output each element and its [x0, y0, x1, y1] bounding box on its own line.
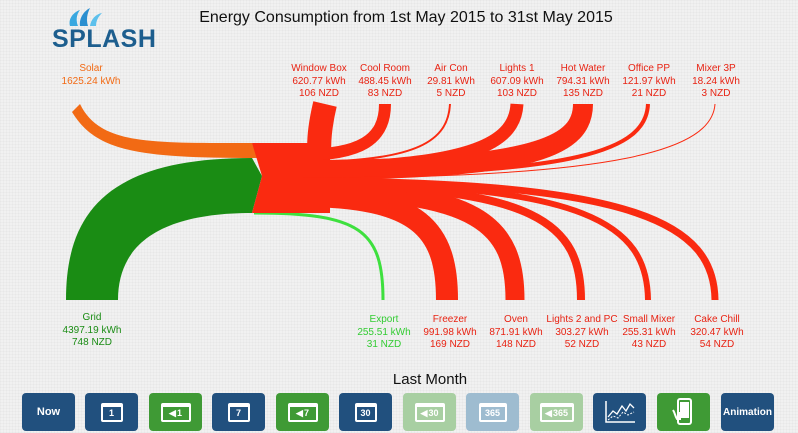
- load-cost: 135 NZD: [562, 88, 603, 99]
- prev-month-button[interactable]: ◀ 30: [403, 393, 456, 431]
- now-button[interactable]: Now: [22, 393, 75, 431]
- load-label-oven: Oven 871.91 kWh 148 NZD: [466, 314, 566, 352]
- load-label-lights1: Lights 1 607.09 kWh 103 NZD: [467, 63, 567, 101]
- calendar-back-icon: ◀ 7: [287, 402, 318, 422]
- calendar-icon: 1: [100, 402, 123, 422]
- day-button[interactable]: 1: [85, 393, 138, 431]
- load-cost: 52 NZD: [564, 339, 600, 350]
- load-energy: 607.09 kWh: [490, 75, 544, 87]
- solar-flow: [72, 104, 258, 158]
- grid-cost: 748 NZD: [71, 337, 112, 348]
- load-label-freezer: Freezer 991.98 kWh 169 NZD: [400, 314, 500, 352]
- load-label-cool-room: Cool Room 488.45 kWh 83 NZD: [335, 63, 435, 101]
- month-button[interactable]: 30: [339, 393, 392, 431]
- animation-button[interactable]: Animation: [721, 393, 774, 431]
- load-name: Mixer 3P: [696, 63, 736, 74]
- load-cost: 106 NZD: [298, 88, 339, 99]
- line-chart-icon: [604, 401, 635, 423]
- animation-button-label: Animation: [723, 406, 772, 418]
- load-name: Lights 1: [499, 63, 535, 74]
- hot-water-flow: [299, 103, 593, 180]
- load-label-hot-water: Hot Water 794.31 kWh 135 NZD: [533, 63, 633, 101]
- load-name: Oven: [504, 314, 528, 325]
- load-cost: 3 NZD: [701, 88, 731, 99]
- export-flow: [253, 211, 385, 301]
- load-name: Office PP: [627, 63, 671, 74]
- now-button-label: Now: [36, 406, 61, 418]
- office-pp-flow: [299, 103, 650, 177]
- load-label-air-con: Air Con 29.81 kWh 5 NZD: [401, 63, 501, 101]
- load-energy: 991.98 kWh: [423, 326, 477, 338]
- solar-name: Solar: [79, 63, 103, 74]
- grid-name: Grid: [82, 312, 102, 323]
- mixer3p-flow: [299, 103, 716, 179]
- load-label-lights2: Lights 2 and PC 303.27 kWh 52 NZD: [532, 314, 632, 352]
- load-cost: 169 NZD: [429, 339, 470, 350]
- load-name: Cool Room: [359, 63, 411, 74]
- export-energy: 255.51 kWh: [357, 326, 411, 338]
- load-cost: 54 NZD: [699, 339, 735, 350]
- load-label-cake-chill: Cake Chill 320.47 kWh 54 NZD: [667, 314, 767, 352]
- mobile-phone-icon: [671, 398, 692, 425]
- grid-energy: 4397.19 kWh: [62, 324, 122, 336]
- load-energy: 320.47 kWh: [690, 326, 744, 338]
- chart-button[interactable]: [593, 393, 646, 431]
- load-energy: 871.91 kWh: [489, 326, 543, 338]
- solar-label: Solar 1625.24 kWh: [41, 63, 141, 88]
- export-label: Export 255.51 kWh 31 NZD: [334, 314, 434, 352]
- load-energy: 255.31 kWh: [622, 326, 676, 338]
- load-cost: 148 NZD: [495, 339, 536, 350]
- period-label: Last Month: [392, 371, 468, 388]
- calendar-back-icon: ◀ 30: [414, 402, 445, 422]
- oven-flow: [299, 180, 525, 301]
- load-cost: 103 NZD: [496, 88, 537, 99]
- load-name: Air Con: [434, 63, 468, 74]
- solar-energy: 1625.24 kWh: [61, 75, 121, 87]
- week-button[interactable]: 7: [212, 393, 265, 431]
- logo-text: SPLASH: [52, 25, 157, 53]
- cool-room-flow: [299, 103, 391, 161]
- grid-label: Grid 4397.19 kWh 748 NZD: [42, 312, 142, 350]
- calendar-icon: 30: [354, 402, 377, 422]
- export-name: Export: [369, 314, 399, 325]
- load-energy: 303.27 kWh: [555, 326, 609, 338]
- load-cost: 83 NZD: [367, 88, 403, 99]
- load-cost: 21 NZD: [631, 88, 667, 99]
- calendar-back-icon: ◀ 365: [539, 402, 574, 422]
- load-label-office-pp: Office PP 121.97 kWh 21 NZD: [599, 63, 699, 101]
- page-title: Energy Consumption from 1st May 2015 to …: [199, 9, 613, 26]
- load-name: Window Box: [291, 63, 347, 74]
- load-name: Lights 2 and PC: [546, 314, 618, 325]
- load-energy: 121.97 kWh: [622, 75, 676, 87]
- load-label-window-box: Window Box 620.77 kWh 106 NZD: [269, 63, 369, 101]
- calendar-icon: 7: [227, 402, 250, 422]
- cake-chill-flow: [299, 177, 719, 301]
- load-energy: 18.24 kWh: [692, 75, 740, 87]
- splash-logo: SPLASH: [52, 6, 164, 52]
- load-name: Freezer: [432, 314, 468, 325]
- load-energy: 488.45 kWh: [358, 75, 412, 87]
- load-name: Small Mixer: [622, 314, 676, 325]
- load-energy: 620.77 kWh: [292, 75, 346, 87]
- prev-week-button[interactable]: ◀ 7: [276, 393, 329, 431]
- load-name: Cake Chill: [694, 314, 740, 325]
- prev-day-button[interactable]: ◀ 1: [149, 393, 202, 431]
- calendar-icon: 365: [478, 402, 507, 422]
- year-button[interactable]: 365: [466, 393, 519, 431]
- prev-year-button[interactable]: ◀ 365: [530, 393, 583, 431]
- load-name: Hot Water: [560, 63, 606, 74]
- grid-flow: [66, 158, 262, 300]
- load-label-small-mixer: Small Mixer 255.31 kWh 43 NZD: [599, 314, 699, 352]
- load-cost: 43 NZD: [631, 339, 667, 350]
- load-cost: 5 NZD: [436, 88, 466, 99]
- calendar-back-icon: ◀ 1: [160, 402, 191, 422]
- mobile-button[interactable]: [657, 393, 710, 431]
- water-drops-icon: [69, 8, 102, 26]
- export-cost: 31 NZD: [366, 339, 402, 350]
- load-label-mixer3p: Mixer 3P 18.24 kWh 3 NZD: [666, 63, 766, 101]
- load-energy: 794.31 kWh: [556, 75, 610, 87]
- load-energy: 29.81 kWh: [427, 75, 475, 87]
